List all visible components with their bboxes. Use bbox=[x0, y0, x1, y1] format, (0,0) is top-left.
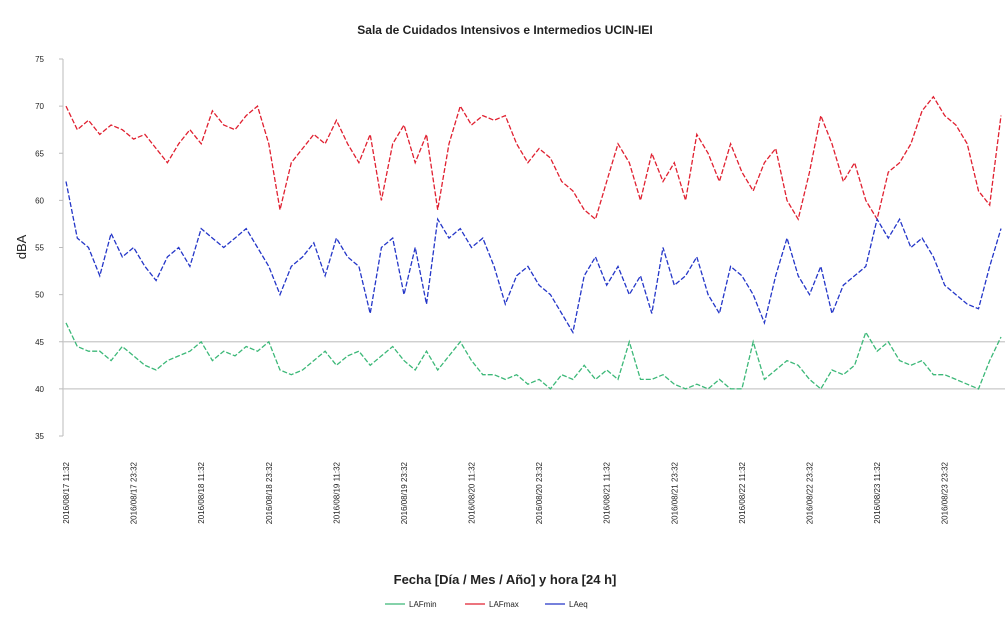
x-tick-label: 2016/08/20 23:32 bbox=[535, 461, 544, 524]
x-tick-label: 2016/08/19 23:32 bbox=[400, 461, 409, 524]
chart-title: Sala de Cuidados Intensivos e Intermedio… bbox=[357, 23, 652, 37]
y-tick-label: 70 bbox=[35, 102, 44, 111]
data-line bbox=[65, 95, 1002, 221]
x-tick-label: 2016/08/20 11:32 bbox=[468, 461, 477, 523]
y-tick-label: 75 bbox=[35, 55, 44, 64]
y-axis-title: dBA bbox=[14, 234, 29, 259]
x-tick-label: 2016/08/19 11:32 bbox=[332, 461, 341, 523]
y-tick-label: 65 bbox=[35, 149, 44, 158]
x-tick-label: 2016/08/22 11:32 bbox=[738, 461, 747, 523]
y-tick-label: 45 bbox=[35, 338, 44, 347]
x-tick-label: 2016/08/23 23:32 bbox=[941, 461, 950, 524]
y-tick-label: 35 bbox=[35, 432, 44, 441]
y-tick-label: 60 bbox=[35, 196, 44, 205]
x-tick-label: 2016/08/18 11:32 bbox=[197, 461, 206, 523]
x-axis-title: Fecha [Día / Mes / Año] y hora [24 h] bbox=[394, 572, 617, 587]
y-tick-label: 40 bbox=[35, 385, 44, 394]
x-tick-label: 2016/08/21 23:32 bbox=[670, 461, 679, 524]
legend-label: LAFmax bbox=[489, 600, 519, 609]
x-tick-label: 2016/08/22 23:32 bbox=[805, 461, 814, 524]
x-tick-label: 2016/08/17 23:32 bbox=[130, 461, 139, 524]
legend-label: LAFmin bbox=[409, 600, 437, 609]
data-line bbox=[65, 181, 1002, 335]
x-tick-label: 2016/08/17 11:32 bbox=[62, 461, 71, 523]
x-tick-label: 2016/08/21 11:32 bbox=[603, 461, 612, 523]
x-tick-label: 2016/08/18 23:32 bbox=[265, 461, 274, 524]
y-tick-label: 50 bbox=[35, 291, 44, 300]
x-tick-label: 2016/08/23 11:32 bbox=[873, 461, 882, 523]
y-tick-label: 55 bbox=[35, 244, 44, 253]
legend-label: LAeq bbox=[569, 600, 588, 609]
data-line bbox=[65, 322, 1002, 390]
